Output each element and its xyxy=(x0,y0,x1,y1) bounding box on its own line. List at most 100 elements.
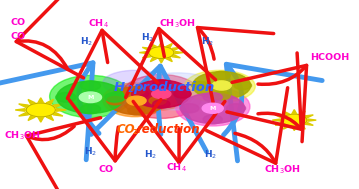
Polygon shape xyxy=(53,104,63,107)
Polygon shape xyxy=(142,47,151,50)
Ellipse shape xyxy=(136,83,186,110)
Circle shape xyxy=(234,81,252,90)
Circle shape xyxy=(282,114,307,126)
Text: H$_2$: H$_2$ xyxy=(80,35,93,48)
Text: CO: CO xyxy=(117,123,136,136)
Polygon shape xyxy=(150,58,157,62)
FancyArrowPatch shape xyxy=(0,63,99,160)
Circle shape xyxy=(213,91,230,100)
Ellipse shape xyxy=(176,87,250,126)
Polygon shape xyxy=(159,59,164,63)
Circle shape xyxy=(174,90,191,98)
FancyArrowPatch shape xyxy=(224,64,322,161)
Text: CH$_3$OH: CH$_3$OH xyxy=(264,163,300,176)
Ellipse shape xyxy=(121,74,202,119)
Text: H$_2$: H$_2$ xyxy=(141,32,154,44)
Text: CO: CO xyxy=(11,18,26,27)
Circle shape xyxy=(26,103,55,117)
Text: CH$_4$: CH$_4$ xyxy=(88,18,109,30)
Circle shape xyxy=(192,81,209,90)
Polygon shape xyxy=(159,42,164,46)
Polygon shape xyxy=(283,111,290,115)
Polygon shape xyxy=(53,113,63,116)
FancyArrowPatch shape xyxy=(227,53,301,129)
Text: M: M xyxy=(210,106,216,111)
Text: H$_2$: H$_2$ xyxy=(144,149,157,161)
Circle shape xyxy=(107,87,165,115)
Circle shape xyxy=(181,93,244,123)
Polygon shape xyxy=(272,119,281,121)
Polygon shape xyxy=(308,119,316,121)
Circle shape xyxy=(202,103,223,113)
Text: CH$_3$OH: CH$_3$OH xyxy=(4,129,40,142)
Text: reduction: reduction xyxy=(136,123,200,136)
Polygon shape xyxy=(305,115,313,118)
Polygon shape xyxy=(175,51,183,54)
Polygon shape xyxy=(46,116,53,121)
Circle shape xyxy=(212,81,231,90)
Circle shape xyxy=(192,72,251,99)
Circle shape xyxy=(80,104,101,114)
Circle shape xyxy=(227,104,246,113)
Polygon shape xyxy=(166,58,172,62)
Polygon shape xyxy=(172,47,180,50)
Polygon shape xyxy=(28,99,35,104)
FancyArrowPatch shape xyxy=(126,29,215,97)
FancyArrowPatch shape xyxy=(67,30,158,98)
Text: H$_2$: H$_2$ xyxy=(201,35,214,48)
FancyArrowPatch shape xyxy=(133,101,225,163)
Circle shape xyxy=(80,81,101,90)
Text: H$_2$: H$_2$ xyxy=(204,149,218,161)
Text: H: H xyxy=(113,81,125,94)
Polygon shape xyxy=(15,109,25,111)
Polygon shape xyxy=(283,125,290,129)
Polygon shape xyxy=(46,99,53,104)
Polygon shape xyxy=(299,125,305,129)
Polygon shape xyxy=(305,122,313,125)
Ellipse shape xyxy=(103,83,167,117)
Ellipse shape xyxy=(50,75,131,118)
Circle shape xyxy=(152,89,171,98)
FancyArrowPatch shape xyxy=(69,100,161,161)
Circle shape xyxy=(105,92,125,102)
Circle shape xyxy=(128,86,145,95)
Polygon shape xyxy=(142,55,151,58)
Text: 2: 2 xyxy=(127,85,132,94)
FancyArrowPatch shape xyxy=(16,0,83,78)
Text: H$_2$: H$_2$ xyxy=(84,145,97,158)
FancyArrowPatch shape xyxy=(27,118,101,189)
Polygon shape xyxy=(38,98,43,103)
Circle shape xyxy=(107,97,124,105)
Polygon shape xyxy=(275,115,284,118)
Ellipse shape xyxy=(185,70,255,102)
Polygon shape xyxy=(292,126,297,131)
Circle shape xyxy=(203,115,222,124)
Polygon shape xyxy=(292,110,297,114)
Circle shape xyxy=(131,90,149,98)
Polygon shape xyxy=(150,43,157,48)
Polygon shape xyxy=(19,104,29,107)
Ellipse shape xyxy=(190,94,236,119)
Circle shape xyxy=(128,107,145,115)
Polygon shape xyxy=(275,122,284,125)
FancyArrowPatch shape xyxy=(207,88,288,163)
Polygon shape xyxy=(38,117,43,122)
Circle shape xyxy=(153,80,170,88)
Polygon shape xyxy=(299,111,305,115)
Polygon shape xyxy=(172,55,180,58)
Circle shape xyxy=(180,104,199,113)
FancyArrowPatch shape xyxy=(232,65,307,142)
FancyArrowPatch shape xyxy=(197,28,274,102)
Circle shape xyxy=(57,81,124,113)
Circle shape xyxy=(79,92,102,103)
Polygon shape xyxy=(19,113,29,116)
Ellipse shape xyxy=(131,73,223,110)
Circle shape xyxy=(149,97,167,105)
Circle shape xyxy=(132,80,190,108)
Circle shape xyxy=(127,96,146,105)
Ellipse shape xyxy=(103,70,167,96)
Text: 2: 2 xyxy=(132,129,137,135)
Circle shape xyxy=(149,47,174,59)
Circle shape xyxy=(213,71,230,80)
Circle shape xyxy=(153,100,170,108)
